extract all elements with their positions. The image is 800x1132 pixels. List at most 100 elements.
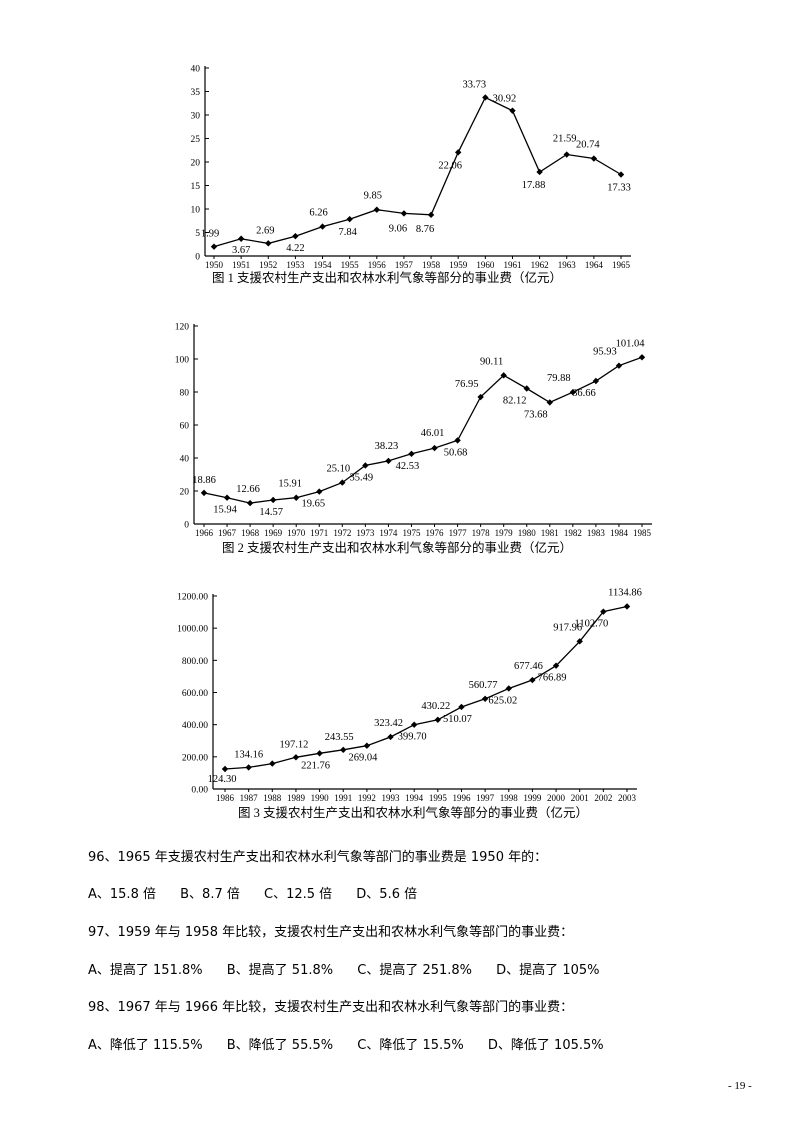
data-point <box>316 750 323 757</box>
chart-caption: 图 1 支援农村生产支出和农林水利气象等部分的事业费（亿元） <box>212 270 562 285</box>
x-tick-label: 1954 <box>314 260 333 270</box>
page-number: - 19 - <box>728 1080 752 1092</box>
option-a[interactable]: A、降低了 115.5% <box>88 1038 203 1053</box>
x-tick-label: 1975 <box>402 528 421 538</box>
x-tick-label: 1987 <box>240 793 259 803</box>
data-label: 86.66 <box>572 388 596 399</box>
option-c[interactable]: C、12.5 倍 <box>264 887 333 902</box>
data-label: 21.59 <box>553 134 577 145</box>
data-label: 50.68 <box>444 447 468 458</box>
data-point <box>576 638 583 645</box>
data-point <box>623 603 631 610</box>
data-point <box>385 457 392 465</box>
x-tick-label: 1995 <box>429 793 448 803</box>
y-tick-label: 60 <box>180 422 190 432</box>
data-label: 9.85 <box>364 191 382 202</box>
x-tick-label: 1955 <box>341 260 360 270</box>
data-label: 3.67 <box>232 245 250 256</box>
data-point <box>200 489 208 497</box>
option-a[interactable]: A、15.8 倍 <box>88 887 156 902</box>
data-label: 35.49 <box>350 472 374 483</box>
x-tick-label: 1968 <box>241 528 260 538</box>
y-tick-label: 100 <box>175 356 190 366</box>
question-96-stem: 96、1965 年支援农村生产支出和农林水利气象等部门的事业费是 1950 年的… <box>88 850 548 865</box>
data-point <box>292 754 300 761</box>
option-d[interactable]: D、降低了 105.5% <box>487 1038 604 1053</box>
x-tick-label: 1951 <box>232 260 250 270</box>
data-label: 73.68 <box>524 409 548 420</box>
x-tick-label: 1983 <box>587 528 606 538</box>
data-point <box>592 377 600 385</box>
y-tick-label: 80 <box>180 389 190 399</box>
x-tick-label: 1981 <box>541 528 559 538</box>
data-point <box>427 211 435 219</box>
y-tick-label: 0 <box>184 521 189 531</box>
option-c[interactable]: C、降低了 15.5% <box>357 1038 464 1053</box>
data-label: 95.93 <box>593 347 617 358</box>
data-label: 1.99 <box>201 229 219 240</box>
y-tick-label: 10 <box>191 206 201 216</box>
data-label: 917.96 <box>553 622 582 633</box>
data-label: 677.46 <box>514 661 543 672</box>
data-label: 18.86 <box>192 475 216 486</box>
data-label: 2.69 <box>256 225 274 236</box>
data-point <box>292 232 299 240</box>
y-tick-label: 5 <box>195 229 200 239</box>
x-tick-label: 1972 <box>333 528 351 538</box>
option-d[interactable]: D、5.6 倍 <box>356 887 418 902</box>
question-96: 96、1965 年支援农村生产支出和农林水利气象等部门的事业费是 1950 年的… <box>88 846 547 865</box>
option-b[interactable]: B、提高了 51.8% <box>226 963 334 978</box>
data-point <box>523 385 530 392</box>
data-point <box>400 210 408 217</box>
data-label: 134.16 <box>234 749 263 760</box>
data-point <box>546 399 553 406</box>
data-label: 82.12 <box>503 396 527 407</box>
x-tick-label: 1976 <box>426 528 445 538</box>
x-tick-label: 1960 <box>476 260 495 270</box>
data-point <box>481 695 489 703</box>
x-tick-label: 1963 <box>558 260 577 270</box>
data-label: 399.70 <box>398 732 427 743</box>
question-97-stem: 97、1959 年与 1958 年比较，支援农村生产支出和农林水利气象等部门的事… <box>88 925 574 940</box>
question-97: 97、1959 年与 1958 年比较，支援农村生产支出和农林水利气象等部门的事… <box>88 921 573 940</box>
option-b[interactable]: B、降低了 55.5% <box>226 1038 334 1053</box>
data-label: 42.53 <box>396 461 420 472</box>
data-label: 221.76 <box>301 760 330 771</box>
data-point <box>319 223 326 230</box>
data-point <box>339 479 346 486</box>
data-point <box>246 499 254 507</box>
chart-1986-2003: 0.00 200.00 400.00 600.00 800.00 1000.00 1200.… <box>177 587 642 820</box>
data-point <box>536 168 543 176</box>
data-label: 124.30 <box>208 774 237 785</box>
data-label: 12.66 <box>236 484 260 495</box>
data-point <box>590 155 598 162</box>
x-tick-label: 1986 <box>216 793 235 803</box>
data-point <box>410 721 418 728</box>
option-b[interactable]: B、8.7 倍 <box>180 887 240 902</box>
data-label: 15.91 <box>278 479 302 490</box>
data-point <box>223 494 231 501</box>
question-98-options: A、降低了 115.5% B、降低了 55.5% C、降低了 15.5% D、降… <box>88 1034 604 1053</box>
data-label: 17.88 <box>522 180 546 191</box>
data-point <box>237 235 245 242</box>
x-tick-label: 2000 <box>547 793 566 803</box>
x-tick-label: 1969 <box>264 528 283 538</box>
option-d[interactable]: D、提高了 105% <box>496 963 600 978</box>
y-tick-label: 800.00 <box>182 657 208 667</box>
option-c[interactable]: C、提高了 251.8% <box>357 963 473 978</box>
data-label: 7.84 <box>338 227 357 238</box>
data-label: 79.88 <box>547 373 571 384</box>
option-a[interactable]: A、提高了 151.8% <box>88 963 203 978</box>
x-tick-label: 2002 <box>594 793 612 803</box>
x-tick-label: 1956 <box>368 260 387 270</box>
data-point <box>269 760 276 767</box>
data-point <box>245 764 252 771</box>
x-tick-label: 1991 <box>334 793 352 803</box>
chart-1966-1985: 0 20 40 60 80 100 120 1966 1967 1968 1969 1970 1971 1… <box>175 323 652 555</box>
data-point <box>265 240 272 247</box>
data-label: 20.74 <box>576 140 600 151</box>
question-98-stem: 98、1967 年与 1966 年比较，支援农村生产支出和农林水利气象等部门的事… <box>88 1000 574 1015</box>
x-tick-label: 1952 <box>259 260 277 270</box>
data-point <box>362 462 369 469</box>
x-tick-label: 1990 <box>311 793 330 803</box>
